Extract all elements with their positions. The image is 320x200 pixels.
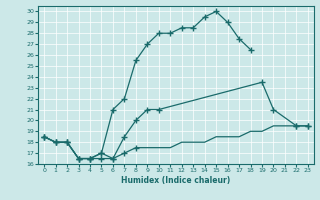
X-axis label: Humidex (Indice chaleur): Humidex (Indice chaleur) [121, 176, 231, 185]
